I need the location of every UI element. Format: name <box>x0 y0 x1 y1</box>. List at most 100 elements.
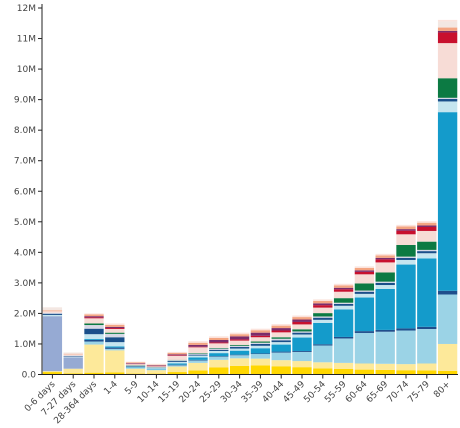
bar-segment[interactable] <box>230 333 249 335</box>
bar-segment[interactable] <box>313 344 332 345</box>
bar-segment[interactable] <box>230 336 249 339</box>
bar-segment[interactable] <box>147 365 166 366</box>
bar-segment[interactable] <box>84 340 103 342</box>
bar-segment[interactable] <box>438 32 457 43</box>
bar-segment[interactable] <box>438 371 457 375</box>
bar-segment[interactable] <box>105 334 124 337</box>
bar-segment[interactable] <box>126 368 145 369</box>
bar-segment[interactable] <box>438 294 457 343</box>
bar-segment[interactable] <box>272 352 291 353</box>
bar-segment[interactable] <box>105 348 124 349</box>
bar-segment[interactable] <box>64 356 83 357</box>
bar-segment[interactable] <box>84 314 103 316</box>
bar-segment[interactable] <box>292 361 311 367</box>
bar-segment[interactable] <box>376 332 395 364</box>
bar-segment[interactable] <box>355 270 374 272</box>
bar-segment[interactable] <box>147 370 166 373</box>
bar-segment[interactable] <box>230 349 249 351</box>
bar-segment[interactable] <box>188 363 207 371</box>
bar-segment[interactable] <box>396 370 415 374</box>
bar-segment[interactable] <box>396 364 415 370</box>
bar-segment[interactable] <box>417 258 436 326</box>
bar-segment[interactable] <box>376 370 395 375</box>
bar-segment[interactable] <box>168 356 187 360</box>
bar-segment[interactable] <box>334 363 353 369</box>
bar-segment[interactable] <box>272 345 291 352</box>
bar-segment[interactable] <box>251 346 270 348</box>
bar-segment[interactable] <box>417 227 436 231</box>
bar-segment[interactable] <box>188 347 207 353</box>
bar-segment[interactable] <box>272 342 291 344</box>
bar-segment[interactable] <box>188 360 207 362</box>
bar-segment[interactable] <box>313 305 332 307</box>
bar-segment[interactable] <box>43 313 62 314</box>
bar-segment[interactable] <box>188 356 207 358</box>
bar-segment[interactable] <box>126 365 145 366</box>
bar-segment[interactable] <box>376 258 395 260</box>
bar-segment[interactable] <box>334 285 353 287</box>
bar-segment[interactable] <box>355 292 374 294</box>
bar-segment[interactable] <box>230 366 249 375</box>
bar-segment[interactable] <box>209 349 228 350</box>
bar-segment[interactable] <box>334 304 353 306</box>
bar-segment[interactable] <box>188 347 207 348</box>
bar-segment[interactable] <box>376 255 395 257</box>
bar-segment[interactable] <box>126 362 145 363</box>
bar-segment[interactable] <box>376 330 395 332</box>
bar-segment[interactable] <box>84 313 103 314</box>
bar-segment[interactable] <box>209 356 228 357</box>
bar-segment[interactable] <box>168 364 187 365</box>
bar-segment[interactable] <box>251 329 270 331</box>
bar-segment[interactable] <box>292 352 311 361</box>
bar-segment[interactable] <box>105 327 124 328</box>
bar-segment[interactable] <box>272 331 291 333</box>
bar-segment[interactable] <box>230 355 249 358</box>
bar-segment[interactable] <box>64 369 83 374</box>
bar-segment[interactable] <box>230 351 249 355</box>
bar-segment[interactable] <box>126 363 145 364</box>
bar-segment[interactable] <box>396 265 415 329</box>
bar-segment[interactable] <box>230 334 249 336</box>
bar-segment[interactable] <box>168 352 187 353</box>
bar-segment[interactable] <box>292 338 311 351</box>
bar-segment[interactable] <box>84 342 103 345</box>
bar-segment[interactable] <box>43 311 62 313</box>
bar-segment[interactable] <box>147 367 166 368</box>
bar-segment[interactable] <box>396 229 415 231</box>
bar-segment[interactable] <box>126 369 145 374</box>
bar-segment[interactable] <box>43 315 62 316</box>
bar-segment[interactable] <box>396 225 415 227</box>
bar-segment[interactable] <box>251 330 270 332</box>
bar-segment[interactable] <box>438 21 457 27</box>
bar-segment[interactable] <box>417 251 436 253</box>
bar-segment[interactable] <box>126 362 145 363</box>
bar-segment[interactable] <box>168 355 187 356</box>
bar-segment[interactable] <box>147 368 166 369</box>
bar-segment[interactable] <box>105 350 124 372</box>
bar-segment[interactable] <box>64 354 83 355</box>
bar-segment[interactable] <box>272 324 291 326</box>
bar-segment[interactable] <box>168 360 187 361</box>
bar-segment[interactable] <box>396 245 415 257</box>
bar-segment[interactable] <box>417 225 436 227</box>
bar-segment[interactable] <box>188 345 207 347</box>
bar-segment[interactable] <box>396 258 415 260</box>
bar-segment[interactable] <box>355 294 374 298</box>
bar-segment[interactable] <box>209 343 228 348</box>
bar-segment[interactable] <box>313 313 332 316</box>
bar-segment[interactable] <box>417 231 436 242</box>
bar-segment[interactable] <box>126 366 145 367</box>
bar-segment[interactable] <box>438 43 457 78</box>
bar-segment[interactable] <box>417 329 436 364</box>
bar-segment[interactable] <box>188 354 207 355</box>
bar-segment[interactable] <box>376 262 395 272</box>
bar-segment[interactable] <box>313 303 332 305</box>
bar-segment[interactable] <box>313 308 332 314</box>
bar-segment[interactable] <box>251 342 270 343</box>
bar-segment[interactable] <box>64 356 83 357</box>
bar-segment[interactable] <box>396 260 415 265</box>
bar-segment[interactable] <box>376 254 395 256</box>
bar-segment[interactable] <box>376 283 395 285</box>
bar-segment[interactable] <box>313 301 332 303</box>
bar-segment[interactable] <box>438 31 457 33</box>
